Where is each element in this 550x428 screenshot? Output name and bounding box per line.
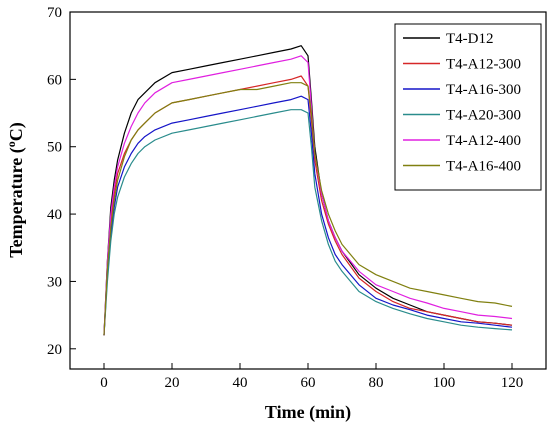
legend-label-6: T4-A16-400 (446, 159, 521, 175)
y-axis: 20 30 40 50 60 70 (47, 5, 76, 358)
x-tick-label: 80 (369, 375, 384, 391)
x-tick-label: 20 (165, 375, 180, 391)
legend-label-3: T4-A16-300 (446, 82, 521, 98)
y-tick-label: 70 (47, 5, 62, 21)
y-tick-label: 60 (47, 72, 62, 88)
series-layer (103, 45, 513, 336)
legend: T4-D12 T4-A12-300 T4-A16-300 T4-A20-300 T4-A… (394, 23, 542, 191)
svg-text:Temperature (oC): Temperature (oC) (4, 122, 27, 257)
x-tick-label: 60 (301, 375, 316, 391)
legend-label-4: T4-A20-300 (446, 108, 521, 124)
x-tick-label: 40 (233, 375, 248, 391)
series-line-4 (103, 109, 513, 336)
y-axis-title: Temperature (oC) (4, 122, 27, 257)
x-tick-label: 120 (501, 375, 524, 391)
y-tick-label: 50 (47, 140, 62, 156)
y-tick-label: 20 (47, 342, 62, 358)
legend-label-1: T4-D12 (446, 31, 494, 47)
y-axis-title-degree: o (4, 141, 18, 147)
series-line-5 (103, 55, 513, 336)
legend-box (394, 23, 542, 191)
series-line-6 (103, 82, 513, 336)
x-axis-title: Time (min) (265, 402, 351, 423)
x-tick-label: 100 (433, 375, 456, 391)
y-axis-title-main: Temperature ( (6, 147, 27, 257)
x-tick-label: 0 (100, 375, 108, 391)
series-line-3 (103, 95, 513, 336)
series-line-1 (103, 45, 513, 336)
legend-label-2: T4-A12-300 (446, 57, 521, 73)
x-axis: 0 20 40 60 80 100 120 (100, 363, 523, 391)
y-tick-label: 30 (47, 274, 62, 290)
y-axis-title-unit: C) (6, 122, 27, 141)
legend-label-5: T4-A12-400 (446, 133, 521, 149)
y-tick-label: 40 (47, 207, 62, 223)
